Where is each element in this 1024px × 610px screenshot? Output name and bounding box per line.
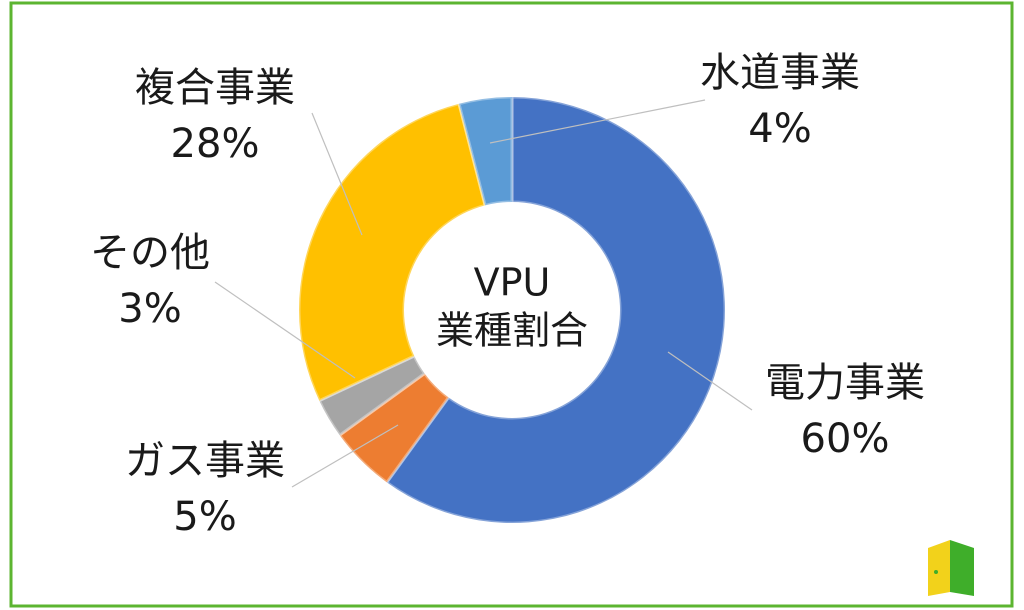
donut-slice	[457, 95, 514, 208]
donut-slice	[317, 353, 427, 438]
value-label: 4%	[748, 106, 811, 152]
leader-line	[214, 281, 356, 379]
value-label: 60%	[801, 416, 890, 462]
donut-slice	[297, 101, 487, 403]
leader-line	[667, 351, 753, 411]
logo	[928, 540, 974, 596]
category-label: その他	[90, 230, 210, 276]
category-label: 電力事業	[765, 360, 925, 406]
leader-line	[291, 424, 399, 488]
category-label: 水道事業	[700, 50, 860, 96]
category-label: 複合事業	[135, 65, 295, 111]
value-label: 5%	[173, 494, 236, 540]
center-text: 業種割合	[436, 309, 588, 353]
leader-line	[489, 99, 706, 144]
center-text: VPU	[474, 261, 551, 305]
category-label: ガス事業	[125, 438, 285, 484]
donut-slice	[384, 95, 727, 525]
value-label: 3%	[118, 286, 181, 332]
value-label: 28%	[171, 121, 260, 167]
leader-line	[311, 112, 363, 236]
